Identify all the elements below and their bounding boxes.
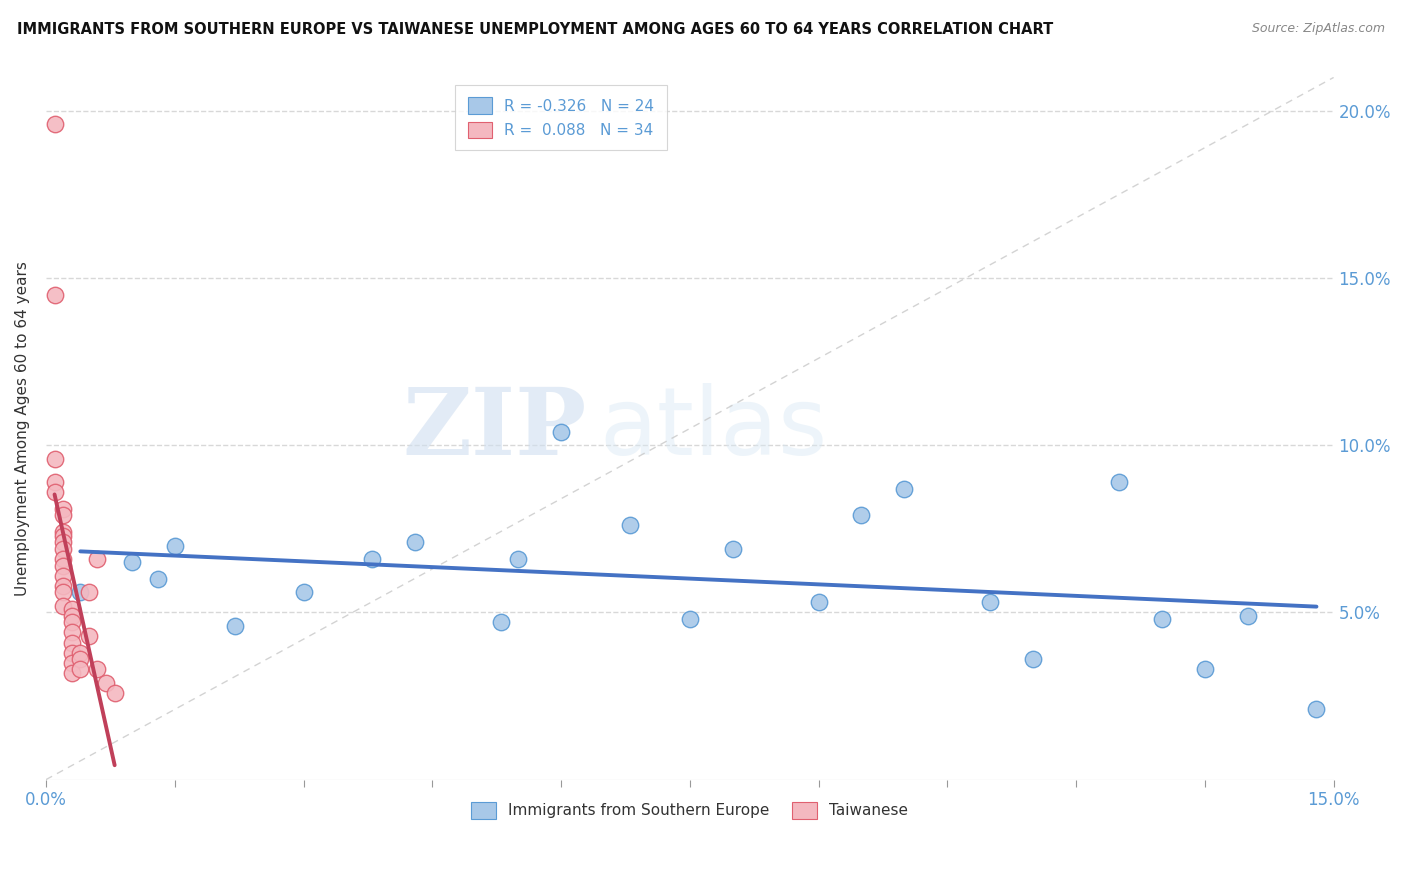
Point xyxy=(361,552,384,566)
Point xyxy=(104,686,127,700)
Text: ZIP: ZIP xyxy=(402,384,586,474)
Point xyxy=(52,552,75,566)
Point xyxy=(52,541,75,556)
Point xyxy=(721,541,744,556)
Point xyxy=(60,665,83,680)
Text: atlas: atlas xyxy=(600,383,828,475)
Point xyxy=(52,525,75,540)
Point xyxy=(94,675,117,690)
Point xyxy=(69,662,91,676)
Point xyxy=(1305,702,1327,716)
Point xyxy=(224,619,246,633)
Point xyxy=(679,612,702,626)
Point xyxy=(86,552,108,566)
Point xyxy=(979,595,1001,609)
Point xyxy=(69,585,91,599)
Point xyxy=(851,508,873,523)
Point xyxy=(86,662,108,676)
Point xyxy=(489,615,512,630)
Text: Source: ZipAtlas.com: Source: ZipAtlas.com xyxy=(1251,22,1385,36)
Point xyxy=(121,555,143,569)
Point xyxy=(60,646,83,660)
Point xyxy=(508,552,530,566)
Point xyxy=(60,635,83,649)
Point xyxy=(52,535,75,549)
Point xyxy=(1108,475,1130,489)
Point xyxy=(52,508,75,523)
Point xyxy=(60,608,83,623)
Point xyxy=(404,535,426,549)
Point xyxy=(44,287,66,301)
Point xyxy=(52,558,75,573)
Point xyxy=(1150,612,1173,626)
Point xyxy=(163,539,186,553)
Point xyxy=(52,501,75,516)
Point xyxy=(292,585,315,599)
Point xyxy=(52,579,75,593)
Point xyxy=(44,117,66,131)
Point xyxy=(1022,652,1045,666)
Point xyxy=(60,615,83,630)
Point xyxy=(44,485,66,500)
Point xyxy=(52,585,75,599)
Point xyxy=(619,518,641,533)
Point xyxy=(550,425,572,439)
Point xyxy=(77,585,100,599)
Y-axis label: Unemployment Among Ages 60 to 64 years: Unemployment Among Ages 60 to 64 years xyxy=(15,261,30,596)
Point xyxy=(44,451,66,466)
Point xyxy=(69,652,91,666)
Point xyxy=(1194,662,1216,676)
Point xyxy=(60,625,83,640)
Point xyxy=(52,528,75,542)
Point xyxy=(60,602,83,616)
Point xyxy=(893,482,915,496)
Point xyxy=(1236,608,1258,623)
Point xyxy=(69,646,91,660)
Point xyxy=(44,475,66,489)
Point xyxy=(60,656,83,670)
Point xyxy=(77,629,100,643)
Point xyxy=(52,568,75,582)
Point xyxy=(52,599,75,613)
Text: IMMIGRANTS FROM SOUTHERN EUROPE VS TAIWANESE UNEMPLOYMENT AMONG AGES 60 TO 64 YE: IMMIGRANTS FROM SOUTHERN EUROPE VS TAIWA… xyxy=(17,22,1053,37)
Point xyxy=(807,595,830,609)
Legend: Immigrants from Southern Europe, Taiwanese: Immigrants from Southern Europe, Taiwane… xyxy=(465,796,914,824)
Point xyxy=(146,572,169,586)
